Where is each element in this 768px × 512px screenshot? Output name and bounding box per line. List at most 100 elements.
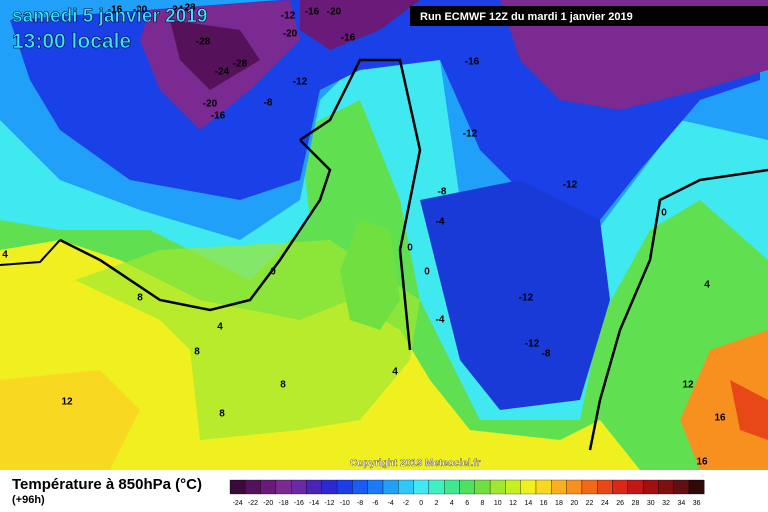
colorbar-label: 0 xyxy=(419,500,423,507)
colorbar-swatch xyxy=(489,479,506,495)
colorbar-swatch xyxy=(321,479,338,495)
colorbar-swatch xyxy=(658,479,674,495)
colorbar-label: 6 xyxy=(465,500,469,507)
contour-label: 0 xyxy=(661,208,667,219)
contour-label: -12 xyxy=(519,293,534,304)
contour-label: 12 xyxy=(61,397,73,408)
colorbar-swatch xyxy=(459,479,475,495)
contour-label: 4 xyxy=(392,367,398,378)
contour-label: -20 xyxy=(203,99,218,110)
contour-label: -16 xyxy=(341,33,356,44)
colorbar-label: 10 xyxy=(494,500,502,507)
colorbar-label: -18 xyxy=(278,500,288,507)
contour-label: -8 xyxy=(542,349,551,360)
colorbar-label: -16 xyxy=(294,500,304,507)
colorbar-swatch xyxy=(444,479,460,495)
colorbar-label: 28 xyxy=(632,500,640,507)
colorbar-label: -10 xyxy=(340,500,350,507)
colorbar-label: 20 xyxy=(570,500,578,507)
colorbar-label: 14 xyxy=(524,500,532,507)
colorbar-swatch xyxy=(291,479,307,495)
colorbar-label: -14 xyxy=(309,500,319,507)
colorbar-label: 22 xyxy=(586,500,594,507)
legend-title: Température à 850hPa (°C) xyxy=(12,476,202,493)
colorbar-swatch xyxy=(275,479,292,495)
contour-labels: -16 -20 -24 28-28-24-28-20-16-8-12 -16 -20-20… xyxy=(2,3,726,468)
contour-label: 8 xyxy=(194,347,200,358)
colorbar-label: -24 xyxy=(233,500,243,507)
colorbar-label: 12 xyxy=(509,500,517,507)
colorbar-label: 34 xyxy=(677,500,685,507)
contour-label: -12 xyxy=(525,339,540,350)
colorbar-swatch xyxy=(535,479,552,495)
contour-label: -16 xyxy=(211,111,226,122)
colorbar-swatch xyxy=(688,479,705,495)
copyright: Copyright 2019 Meteociel.fr xyxy=(350,458,481,469)
colorbar-swatch xyxy=(260,479,277,495)
colorbar-swatch xyxy=(627,479,644,495)
colorbar-swatch xyxy=(673,479,690,495)
colorbar-label: 36 xyxy=(693,500,701,507)
contour-label: 16 xyxy=(714,413,726,424)
contour-label: -28 xyxy=(196,37,211,48)
colorbar: -24 -22 -20 -18 -16 -14 -12 -10 -8 -6 -4 -2 0 2 4 6 8 10 1… xyxy=(229,479,705,507)
colorbar-label: 30 xyxy=(647,500,655,507)
colorbar-swatch xyxy=(367,479,384,495)
colorbar-label: 24 xyxy=(601,500,609,507)
colorbar-swatch xyxy=(642,479,659,495)
contour-label: 4 xyxy=(217,322,223,333)
map-field xyxy=(0,0,768,470)
colorbar-swatch xyxy=(597,479,613,495)
colorbar-label: -6 xyxy=(372,500,378,507)
colorbar-swatch xyxy=(382,479,399,495)
contour-label: 8 xyxy=(219,409,225,420)
colorbar-swatch xyxy=(581,479,598,495)
contour-label: -12 xyxy=(563,180,578,191)
contour-label: -20 xyxy=(327,7,342,18)
colorbar-label: 32 xyxy=(662,500,670,507)
colorbar-swatch xyxy=(566,479,583,495)
contour-label: -8 xyxy=(438,187,447,198)
contour-label: -24 xyxy=(169,5,184,16)
colorbar-swatch xyxy=(398,479,414,495)
colorbar-label: 4 xyxy=(450,500,454,507)
colorbar-swatch xyxy=(551,479,567,495)
contour-label: 28 xyxy=(184,3,196,14)
colorbar-swatch xyxy=(352,479,368,495)
colorbar-label: -22 xyxy=(248,500,258,507)
map-time: 13:00 locale xyxy=(12,30,131,53)
colorbar-label: 26 xyxy=(616,500,624,507)
contour-label: -16 xyxy=(108,5,123,16)
colorbar-swatch xyxy=(306,479,322,495)
colorbar-label: 8 xyxy=(480,500,484,507)
contour-label: 16 xyxy=(696,457,708,468)
colorbar-swatch xyxy=(245,479,261,495)
contour-label: -8 xyxy=(264,98,273,109)
contour-label: -16 xyxy=(305,7,320,18)
colorbar-swatch xyxy=(520,479,537,495)
contour-label: 8 xyxy=(280,380,286,391)
contour-label: -12 xyxy=(293,77,308,88)
contour-label: -12 xyxy=(463,129,478,140)
colorbar-swatch xyxy=(413,479,430,495)
contour-label: 4 xyxy=(704,280,710,291)
colorbar-swatch xyxy=(612,479,628,495)
colorbar-swatch xyxy=(474,479,491,495)
contour-label: 0 xyxy=(424,267,430,278)
contour-label: 8 xyxy=(137,293,143,304)
colorbar-label: -4 xyxy=(388,500,394,507)
contour-label: -20 xyxy=(133,5,148,16)
contour-label: 12 xyxy=(682,380,694,391)
colorbar-swatch xyxy=(505,479,521,495)
colorbar-label: -20 xyxy=(263,500,273,507)
contour-label: -4 xyxy=(436,217,445,228)
colorbar-label: 2 xyxy=(435,500,439,507)
contour-label: 0 xyxy=(407,243,413,254)
colorbar-swatch xyxy=(229,479,246,495)
contour-label: 4 xyxy=(2,250,8,261)
colorbar-label: -12 xyxy=(324,500,334,507)
contour-label: -24 xyxy=(215,67,230,78)
colorbar-label: 18 xyxy=(555,500,563,507)
contour-label: -20 xyxy=(283,29,298,40)
